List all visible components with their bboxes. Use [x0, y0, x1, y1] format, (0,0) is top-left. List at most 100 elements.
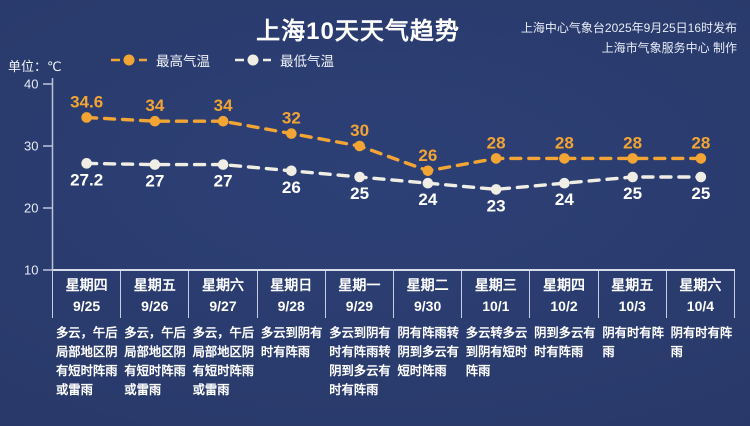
low-temp-point: [695, 171, 707, 183]
low-temp-point: [422, 177, 434, 189]
date-label: 10/4: [686, 298, 715, 314]
weather-description: 多云到阴有时有阵雨: [260, 326, 323, 359]
date-label: 9/30: [413, 298, 442, 314]
low-temp-point: [559, 177, 570, 189]
high-temp-value-label: 34: [145, 96, 164, 115]
weather-description: 多云，午后局部地区阴有短时阵雨或雷雨: [192, 326, 255, 397]
temperature-trend-chart: 40 30 20 10 34.6 34 34 32 30 26 28 28 28 28 27.2 27 27 26…: [24, 77, 735, 278]
high-temp-point: [695, 153, 707, 164]
date-label: 9/25: [72, 298, 101, 314]
weekday-label: 星期四: [543, 277, 586, 293]
legend-label-high: 最高气温: [156, 54, 210, 69]
low-temp-value-label: 25: [350, 184, 369, 203]
high-temp-legend-marker-icon: [111, 54, 147, 66]
weather-description: 阴到多云有时有阵雨: [534, 326, 596, 359]
day-column: 星期六 9/27: [188, 271, 256, 318]
low-temp-point: [149, 159, 161, 170]
low-temp-value-label: 26: [282, 178, 301, 197]
weather-description: 多云转多云到阴有短时阵雨: [465, 326, 528, 378]
day-column: 星期四 9/25: [52, 271, 120, 318]
weather-description: 多云，午后局部地区阴有短时阵雨或雷雨: [56, 326, 118, 397]
weekday-label: 星期六: [202, 277, 244, 293]
high-temp-point: [286, 128, 297, 139]
high-temp-point: [490, 153, 502, 164]
weekday-label: 星期一: [338, 277, 381, 293]
high-temp-value-label: 28: [623, 133, 642, 152]
high-temp-value-label: 30: [350, 121, 369, 140]
weekday-label: 星期二: [406, 277, 449, 293]
high-temp-value-label: 28: [555, 133, 574, 152]
low-temp-point: [490, 184, 502, 195]
low-temp-point: [286, 165, 297, 177]
day-column: 星期日 9/28: [256, 271, 325, 318]
high-temp-value-label: 32: [282, 109, 301, 128]
low-temp-point: [81, 158, 92, 169]
low-temp-point: [627, 171, 638, 183]
weather-description: 阴有时有阵雨: [602, 326, 664, 359]
weekday-label: 星期五: [611, 277, 654, 293]
date-label: 9/26: [141, 298, 169, 314]
weekday-label: 星期日: [270, 277, 313, 293]
high-temp-line: [84, 115, 703, 173]
date-label: 10/3: [618, 298, 646, 314]
page-title: 上海10天天气趋势: [256, 18, 460, 45]
day-column: 星期三 10/1: [461, 271, 529, 318]
day-column: 星期六 10/4: [665, 271, 736, 318]
high-temp-point: [559, 153, 570, 164]
low-temp-value-label: 27: [214, 172, 233, 191]
high-temp-point: [627, 153, 638, 164]
low-temp-value-label: 24: [418, 190, 437, 209]
weather-description: 阴有时有阵雨: [670, 326, 733, 359]
y-tick-label: 10: [24, 263, 38, 278]
day-column: 星期一 9/29: [324, 271, 393, 318]
legend-label-low: 最低气温: [280, 54, 334, 69]
y-tick-label: 30: [24, 139, 38, 154]
legend: 最高气温 最低气温: [110, 50, 334, 70]
low-temp-value-label: 25: [623, 184, 642, 203]
y-tick-label: 40: [24, 77, 38, 92]
legend-item-high: 最高气温: [110, 50, 210, 70]
date-label: 9/28: [277, 298, 305, 314]
high-temp-point: [354, 140, 365, 152]
date-label: 10/2: [550, 298, 578, 314]
weekday-label: 星期六: [679, 277, 722, 293]
date-label: 9/29: [345, 298, 374, 314]
source-line-issued: 上海中心气象台2025年9月25日16时发布: [520, 21, 737, 35]
low-temp-value-label: 25: [691, 184, 710, 203]
date-label: 10/1: [482, 298, 510, 314]
low-temp-point: [354, 171, 365, 183]
high-temp-value-label: 34: [214, 96, 233, 115]
high-temp-point: [217, 115, 229, 127]
weather-description: 多云，午后局部地区阴有短时阵雨或雷雨: [124, 326, 186, 397]
low-temp-value-label: 24: [555, 190, 574, 209]
high-temp-point: [81, 112, 92, 123]
high-temp-point: [422, 165, 434, 177]
high-temp-value-label: 26: [418, 146, 437, 165]
unit-label: 单位：℃: [8, 59, 62, 74]
low-temp-value-label: 27.2: [70, 170, 103, 189]
day-column: 星期五 9/26: [120, 271, 188, 318]
source-line-producer: 上海市气象服务中心 制作: [601, 41, 737, 55]
source-attribution: 上海中心气象台2025年9月25日16时发布 上海市气象服务中心 制作: [521, 18, 737, 58]
legend-item-low: 最低气温: [234, 50, 334, 70]
high-temp-point: [149, 115, 161, 127]
y-tick-label: 20: [24, 201, 38, 216]
weather-description-row: 多云，午后局部地区阴有短时阵雨或雷雨 多云，午后局部地区阴有短时阵雨或雷雨 多云…: [52, 320, 735, 400]
weekday-label: 星期四: [65, 277, 108, 293]
weekday-label: 星期三: [474, 277, 517, 293]
low-temp-value-label: 23: [487, 196, 506, 215]
high-temp-value-label: 28: [487, 133, 506, 152]
low-temp-point: [217, 159, 229, 170]
high-temp-value-label: 34.6: [70, 92, 103, 111]
day-header-row: 星期四 9/25 星期五 9/26 星期六 9/27 星期日 9/28 星期一 …: [52, 271, 736, 318]
date-label: 9/27: [209, 298, 237, 314]
day-column: 星期二 9/30: [393, 271, 461, 318]
high-temp-value-label: 28: [691, 133, 710, 152]
low-temp-value-label: 27: [145, 172, 164, 191]
low-temp-legend-marker-icon: [235, 54, 271, 66]
weather-description: 多云到阴有时有阵雨转阴到多云有时有阵雨: [329, 326, 391, 397]
weekday-label: 星期五: [133, 277, 176, 293]
weather-description: 阴有阵雨转阴到多云有短时阵雨: [397, 326, 459, 378]
day-column: 星期四 10/2: [529, 271, 597, 318]
